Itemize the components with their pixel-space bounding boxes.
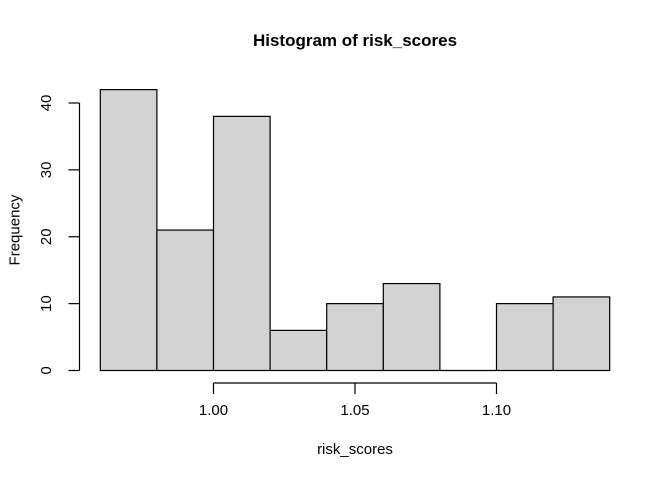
chart-title: Histogram of risk_scores <box>252 31 458 50</box>
histogram-bar <box>269 329 328 372</box>
y-tick-label: 20 <box>38 228 55 245</box>
histogram-bar <box>495 303 554 372</box>
y-tick-label: 40 <box>38 95 55 112</box>
x-axis-label: risk_scores <box>317 441 393 458</box>
histogram-bar <box>156 229 215 372</box>
histogram-bar <box>99 89 158 372</box>
x-tick-label: 1.10 <box>482 402 511 419</box>
y-tick-label: 0 <box>38 366 55 374</box>
histogram-bar <box>326 303 384 372</box>
histogram-bar <box>552 296 611 372</box>
x-tick-label: 1.05 <box>340 402 369 419</box>
y-tick-label: 30 <box>38 162 55 179</box>
x-tick-label: 1.00 <box>199 402 228 419</box>
histogram-bar <box>382 282 441 372</box>
y-tick-label: 10 <box>38 295 55 312</box>
histogram-bar <box>212 115 271 372</box>
